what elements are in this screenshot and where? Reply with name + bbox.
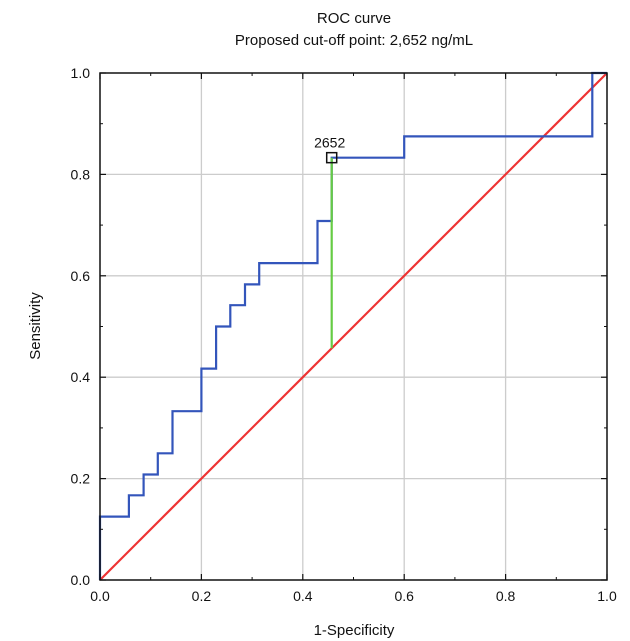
y-axis-label: Sensitivity [27, 292, 44, 360]
cutoff-marker [325, 151, 338, 164]
x-tick-label: 0.8 [496, 588, 516, 604]
chart-subtitle: Proposed cut-off point: 2,652 ng/mL [235, 32, 473, 49]
x-tick-label: 0.4 [293, 588, 313, 604]
y-tick-label: 0.2 [71, 471, 91, 487]
x-tick-label: 0.0 [90, 588, 110, 604]
y-tick-labels: 0.0 0.2 0.4 0.6 0.8 1.0 [71, 65, 91, 588]
cutoff-label: 2652 [314, 135, 345, 151]
y-tick-label: 1.0 [71, 65, 91, 81]
x-axis-label: 1-Specificity [314, 622, 395, 639]
y-tick-label: 0.8 [71, 166, 91, 182]
series-layer [98, 71, 608, 581]
y-tick-label: 0.4 [71, 369, 91, 385]
tick-marks [99, 72, 608, 581]
roc-line [98, 71, 607, 580]
x-tick-label: 0.6 [394, 588, 414, 604]
y-tick-label: 0.6 [71, 268, 91, 284]
chart-title: ROC curve [317, 10, 391, 27]
x-tick-labels: 0.0 0.2 0.4 0.6 0.8 1.0 [90, 588, 617, 604]
reference-line [99, 72, 608, 581]
x-tick-label: 0.2 [192, 588, 212, 604]
marker-layer: 2652 [314, 135, 345, 164]
y-tick-label: 0.0 [71, 572, 91, 588]
x-tick-label: 1.0 [597, 588, 617, 604]
